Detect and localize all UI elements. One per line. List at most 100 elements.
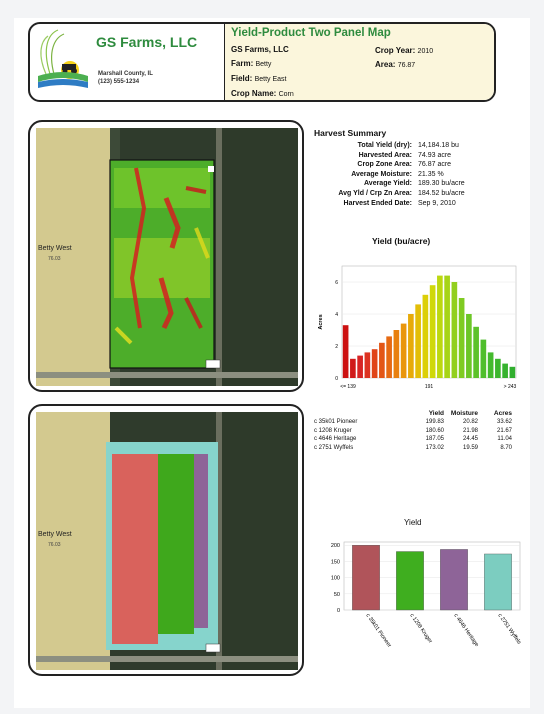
- variety-name: c 2751 Wyffels: [314, 444, 354, 451]
- variety-acres: 8.70: [500, 444, 512, 451]
- variety-yield: 199.83: [425, 419, 444, 425]
- company-contact: Marshall County, IL (123) 555-1234: [98, 70, 153, 86]
- variety-table: Yield Moisture Acres c 35k01 Pioneer 199.…: [314, 410, 524, 452]
- report-title: Yield-Product Two Panel Map: [231, 27, 391, 39]
- variety-yield: 173.02: [425, 444, 444, 451]
- summary-value: Sep 9, 2010: [418, 199, 456, 207]
- report-header: GS Farms, LLC Marshall County, IL (123) …: [28, 22, 496, 102]
- farm-line: Farm: Betty: [231, 59, 272, 68]
- histogram-bar: [371, 349, 378, 378]
- histogram-bar: [466, 314, 472, 378]
- histogram-bar: [357, 355, 363, 378]
- neighbor-field-area-2: 76.03: [48, 542, 61, 548]
- variety-chart-x-tick: c 1208 Kruger: [408, 613, 433, 645]
- variety-yield: 187.05: [425, 436, 444, 443]
- variety-table-header: Yield Moisture Acres: [428, 410, 512, 417]
- variety-chart-y-tick: 200: [331, 543, 340, 549]
- histogram-x-tick: <= 139: [340, 384, 356, 390]
- summary-key: Avg Yld / Crp Zn Area:: [338, 189, 412, 197]
- company-phone: (123) 555-1234: [98, 79, 140, 85]
- summary-key: Harvested Area:: [358, 151, 412, 159]
- histogram-x-tick: 191: [425, 384, 434, 390]
- variety-moisture: 20.82: [462, 419, 478, 425]
- summary-value: 74.93 acre: [418, 151, 452, 159]
- area-line: Area: 76.87: [375, 60, 416, 69]
- variety-chart-x-tick: c 4646 Heritage: [452, 613, 479, 648]
- histogram-x-tick: > 243: [504, 384, 517, 390]
- histogram-bar: [422, 294, 429, 378]
- summary-row: Harvested Area: 74.93 acre: [314, 151, 514, 161]
- neighbor-field-name-2: Betty West: [38, 531, 72, 538]
- variety-chart-bar: [352, 545, 380, 611]
- summary-row: Avg Yld / Crp Zn Area: 184.52 bu/acre: [314, 189, 514, 199]
- yield-map: Betty West 76.03: [36, 128, 298, 386]
- histogram-bar: [393, 330, 400, 378]
- variety-chart-bar: [396, 551, 424, 611]
- variety-chart-y-tick: 50: [334, 592, 340, 598]
- histogram-bar: [415, 304, 421, 378]
- histogram-y-tick: 6: [335, 280, 338, 286]
- company-location: Marshall County, IL: [98, 71, 153, 77]
- variety-name: c 1208 Kruger: [314, 427, 352, 434]
- variety-chart-y-tick: 150: [331, 559, 340, 565]
- histogram-bar: [386, 336, 392, 378]
- yield-histogram-title: Yield (bu/acre): [372, 236, 431, 246]
- summary-value: 21.35 %: [418, 170, 444, 178]
- variety-chart-bar: [440, 549, 468, 611]
- histogram-bar: [379, 342, 385, 378]
- crop-line: Crop Name: Corn: [231, 89, 294, 98]
- histogram-y-tick: 2: [335, 344, 338, 350]
- histogram-bar: [480, 339, 487, 378]
- yield-map-panel: Betty West 76.03: [28, 120, 304, 392]
- histogram-bar: [502, 363, 508, 378]
- neighbor-field-area: 76.03: [48, 256, 61, 262]
- yield-histogram: 0 2 4 6 Acres <= 139 191 > 243: [318, 265, 517, 390]
- variety-chart-y-tick: 100: [331, 576, 340, 582]
- summary-key: Harvest Ended Date:: [343, 199, 412, 207]
- summary-value: 76.87 acre: [418, 161, 452, 169]
- summary-key: Average Yield:: [364, 180, 412, 188]
- company-name: GS Farms, LLC: [96, 34, 198, 50]
- histogram-bar: [487, 352, 494, 378]
- summary-value: 14,184.18 bu: [418, 142, 459, 149]
- histogram-bar: [400, 323, 407, 378]
- variety-acres: 11.04: [497, 436, 512, 443]
- histogram-bar: [364, 352, 371, 378]
- report-title-box: Yield-Product Two Panel Map GS Farms, LL…: [224, 24, 494, 100]
- variety-acres: 21.67: [496, 427, 512, 434]
- variety-moisture: 21.98: [462, 427, 478, 434]
- variety-chart-bar: [484, 553, 512, 611]
- variety-map-panel: Betty West 76.03: [28, 404, 304, 676]
- summary-key: Total Yield (dry):: [357, 142, 412, 149]
- variety-moisture: 19.59: [462, 444, 478, 451]
- harvest-summary-table: Total Yield (dry): 14,184.18 bu Harvested …: [314, 141, 514, 208]
- summary-key: Crop Zone Area:: [357, 161, 412, 169]
- histogram-bar: [437, 275, 443, 378]
- summary-row: Harvest Ended Date: Sep 9, 2010: [314, 199, 514, 209]
- variety-yield: 180.60: [425, 427, 444, 434]
- summary-row: Average Yield: 189.30 bu/acre: [314, 179, 514, 189]
- summary-value: 189.30 bu/acre: [418, 180, 465, 188]
- variety-chart-x-tick: c 35k01 Pioneer: [364, 613, 392, 649]
- variety-chart-y-tick: 0: [337, 608, 340, 614]
- summary-value: 184.52 bu/acre: [418, 189, 465, 197]
- variety-acres: 33.62: [496, 419, 512, 425]
- histogram-bar: [451, 282, 458, 378]
- crop-year-line: Crop Year: 2010: [375, 46, 434, 55]
- neighbor-field-name: Betty West: [38, 245, 72, 252]
- harvest-summary-title: Harvest Summary: [314, 128, 387, 138]
- histogram-bar: [350, 358, 356, 378]
- variety-row: c 1208 Kruger 180.60 21.98 21.67: [314, 427, 524, 436]
- variety-yield-chart-title: Yield: [404, 518, 422, 527]
- summary-row: Total Yield (dry): 14,184.18 bu: [314, 141, 514, 151]
- variety-map: Betty West 76.03: [36, 412, 298, 670]
- histogram-bar: [473, 326, 479, 378]
- grower-name: GS Farms, LLC: [231, 45, 289, 54]
- summary-key: Average Moisture:: [351, 170, 412, 178]
- histogram-bar: [408, 314, 414, 378]
- histogram-y-tick: 4: [335, 312, 338, 318]
- histogram-plot-area: [341, 265, 517, 379]
- variety-name: c 4646 Heritage: [314, 436, 357, 443]
- summary-row: Crop Zone Area: 76.87 acre: [314, 160, 514, 170]
- histogram-bar: [509, 366, 516, 378]
